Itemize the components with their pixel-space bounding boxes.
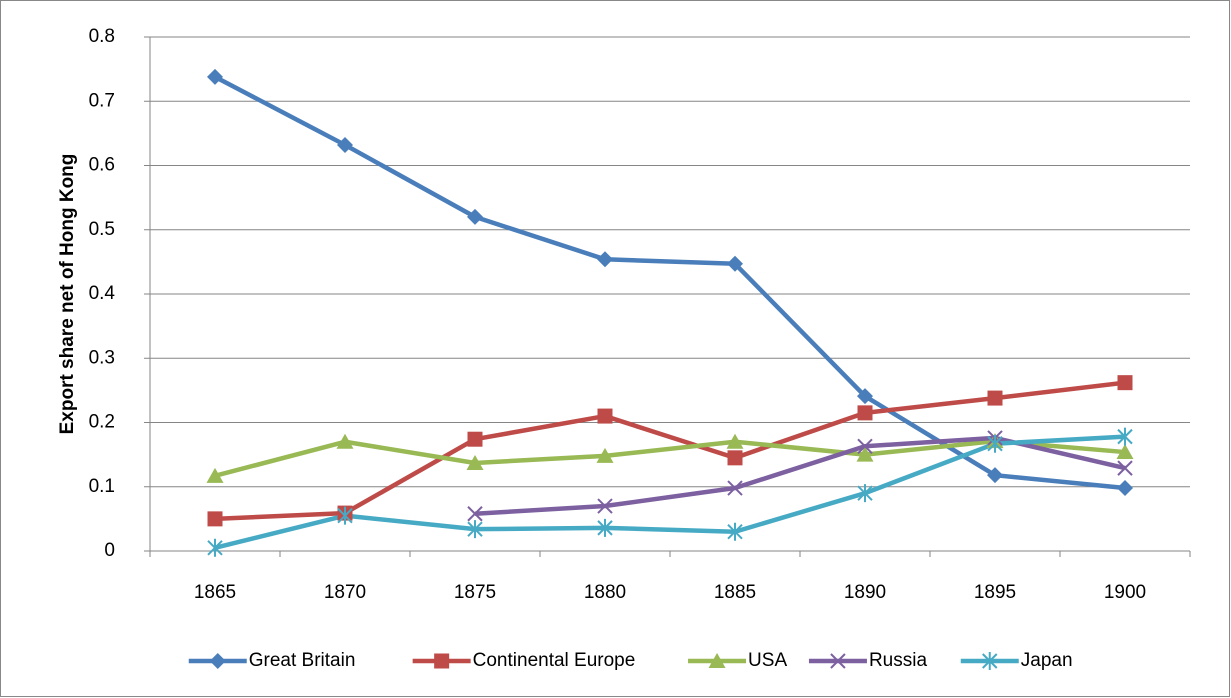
- y-tick-label: 0.1: [89, 476, 115, 497]
- marker: [336, 433, 354, 449]
- marker: [207, 538, 223, 557]
- y-tick-label: 0.2: [89, 412, 115, 433]
- y-tick-label: 0.4: [89, 283, 116, 304]
- y-axis-label: Export share net of Hong Kong: [57, 154, 78, 435]
- marker: [597, 251, 613, 268]
- marker: [434, 653, 450, 669]
- x-tick-label: 1865: [194, 582, 236, 603]
- x-tick-label: 1900: [1104, 582, 1146, 603]
- y-tick-label: 0.7: [89, 90, 115, 111]
- marker: [209, 653, 226, 669]
- marker: [466, 454, 484, 470]
- legend-label: Japan: [1021, 650, 1073, 671]
- marker: [337, 506, 353, 525]
- marker: [727, 450, 743, 466]
- marker: [467, 208, 483, 225]
- marker: [727, 480, 743, 496]
- marker: [857, 438, 873, 454]
- y-tick-label: 0.6: [89, 155, 115, 176]
- x-tick-label: 1890: [844, 582, 886, 603]
- marker: [727, 522, 743, 541]
- marker: [207, 511, 223, 527]
- legend-label: Great Britain: [249, 650, 356, 671]
- marker: [1117, 375, 1133, 391]
- marker: [830, 653, 846, 669]
- marker: [337, 136, 353, 153]
- x-tick-label: 1885: [714, 582, 756, 603]
- y-tick-label: 0: [104, 540, 115, 561]
- marker: [857, 405, 873, 421]
- marker: [987, 390, 1003, 406]
- marker: [597, 498, 613, 514]
- marker: [1116, 444, 1134, 460]
- marker: [708, 653, 726, 668]
- legend-label: Russia: [869, 650, 928, 671]
- y-tick-label: 0.5: [89, 219, 115, 240]
- legend-label: USA: [748, 650, 787, 671]
- x-tick-label: 1875: [454, 582, 496, 603]
- legend-label: Continental Europe: [473, 650, 636, 671]
- marker: [987, 467, 1003, 484]
- series-line: [213, 74, 1126, 491]
- series-line: [214, 434, 1126, 550]
- marker: [597, 518, 613, 537]
- marker: [206, 467, 224, 483]
- marker: [987, 434, 1003, 453]
- x-tick-label: 1895: [974, 582, 1016, 603]
- marker: [467, 431, 483, 447]
- marker: [857, 484, 873, 503]
- marker: [726, 433, 744, 449]
- series-line: [214, 380, 1126, 522]
- marker: [597, 408, 613, 424]
- marker: [727, 255, 743, 272]
- marker: [1117, 480, 1133, 497]
- marker: [467, 520, 483, 539]
- y-tick-label: 0.3: [89, 347, 115, 368]
- y-tick-label: 0.8: [89, 26, 115, 47]
- x-tick-label: 1870: [324, 582, 366, 603]
- marker: [856, 446, 874, 462]
- marker: [207, 68, 223, 85]
- marker: [857, 388, 873, 405]
- marker: [467, 506, 483, 522]
- marker: [1117, 460, 1133, 476]
- marker: [1117, 427, 1133, 446]
- marker: [596, 447, 614, 463]
- x-tick-label: 1880: [584, 582, 626, 603]
- marker: [982, 652, 998, 670]
- series-line: [214, 438, 1126, 479]
